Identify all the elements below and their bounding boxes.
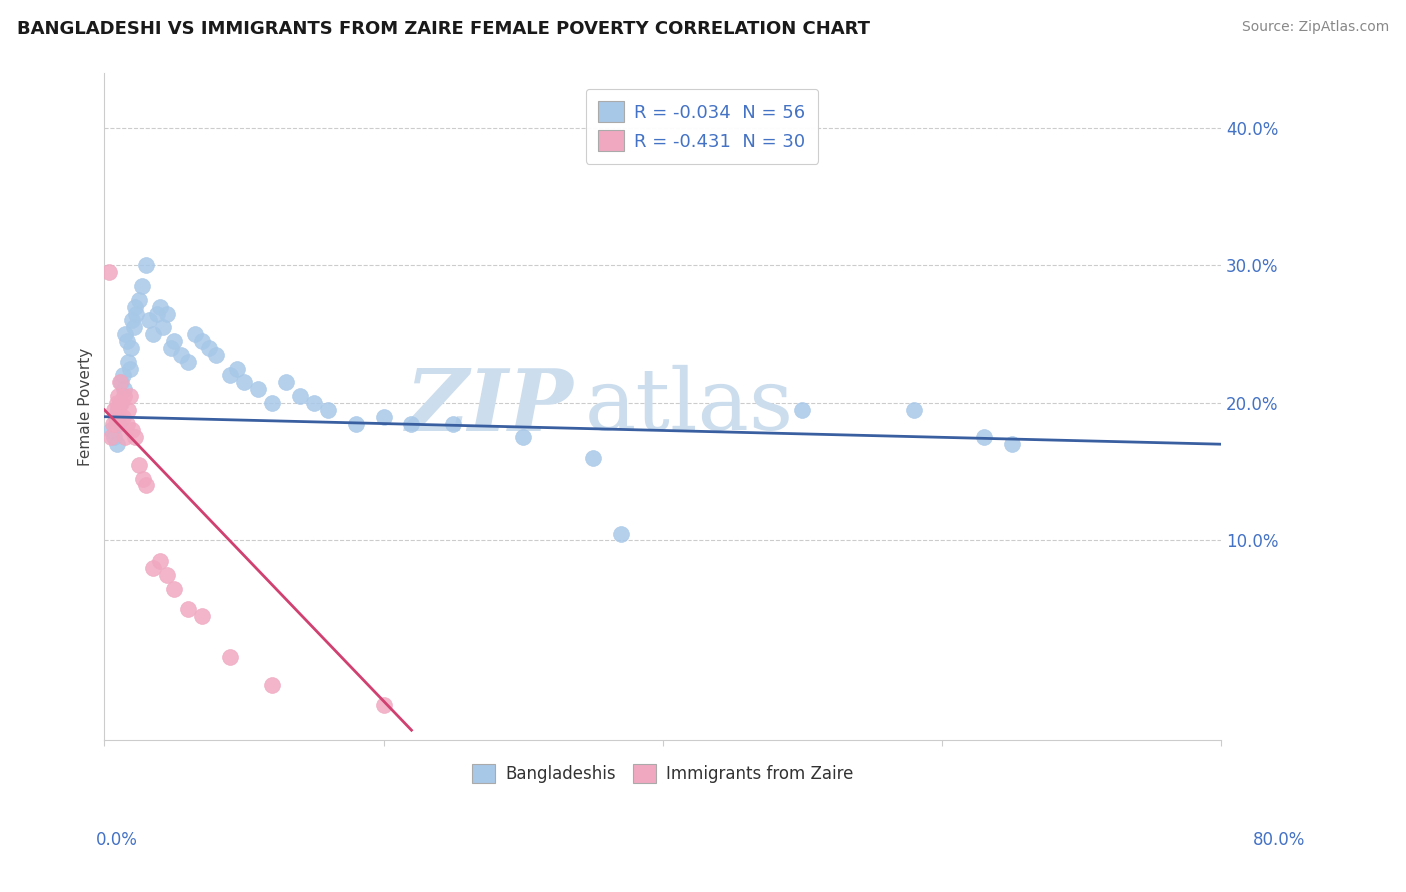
- Point: [115, 417, 138, 431]
- Point: [191, 609, 214, 624]
- Point: [163, 334, 186, 348]
- Point: [260, 396, 283, 410]
- Point: [107, 402, 129, 417]
- Point: [124, 430, 146, 444]
- Point: [97, 265, 120, 279]
- Point: [142, 561, 165, 575]
- Point: [149, 300, 172, 314]
- Point: [103, 402, 125, 417]
- Point: [184, 327, 207, 342]
- Point: [114, 430, 136, 444]
- Point: [163, 582, 186, 596]
- Point: [582, 450, 605, 465]
- Point: [177, 355, 200, 369]
- Point: [107, 402, 129, 417]
- Point: [146, 307, 169, 321]
- Text: atlas: atlas: [585, 365, 794, 448]
- Point: [105, 396, 128, 410]
- Point: [142, 327, 165, 342]
- Point: [233, 376, 256, 390]
- Text: BANGLADESHI VS IMMIGRANTS FROM ZAIRE FEMALE POVERTY CORRELATION CHART: BANGLADESHI VS IMMIGRANTS FROM ZAIRE FEM…: [17, 20, 870, 37]
- Point: [260, 678, 283, 692]
- Point: [132, 472, 155, 486]
- Point: [107, 389, 129, 403]
- Point: [122, 320, 145, 334]
- Point: [118, 361, 141, 376]
- Point: [104, 417, 127, 431]
- Point: [104, 409, 127, 424]
- Point: [373, 409, 395, 424]
- Point: [101, 417, 124, 431]
- Point: [117, 355, 139, 369]
- Point: [610, 526, 633, 541]
- Point: [170, 348, 193, 362]
- Point: [111, 409, 134, 424]
- Point: [156, 307, 179, 321]
- Point: [138, 313, 160, 327]
- Point: [903, 402, 925, 417]
- Point: [120, 341, 142, 355]
- Point: [274, 376, 297, 390]
- Point: [226, 361, 249, 376]
- Point: [108, 396, 131, 410]
- Point: [288, 389, 311, 403]
- Point: [115, 334, 138, 348]
- Point: [110, 396, 132, 410]
- Point: [373, 698, 395, 713]
- Point: [107, 417, 129, 431]
- Point: [100, 430, 122, 444]
- Point: [316, 402, 339, 417]
- Point: [114, 327, 136, 342]
- Point: [128, 293, 150, 307]
- Point: [219, 650, 242, 665]
- Text: ZIP: ZIP: [405, 365, 574, 448]
- Point: [110, 376, 132, 390]
- Text: 80.0%: 80.0%: [1253, 831, 1305, 849]
- Point: [152, 320, 174, 334]
- Point: [124, 300, 146, 314]
- Point: [131, 279, 153, 293]
- Point: [205, 348, 228, 362]
- Text: 0.0%: 0.0%: [96, 831, 138, 849]
- Legend: Bangladeshis, Immigrants from Zaire: Bangladeshis, Immigrants from Zaire: [460, 752, 865, 795]
- Point: [128, 458, 150, 472]
- Point: [160, 341, 183, 355]
- Point: [401, 417, 423, 431]
- Point: [512, 430, 534, 444]
- Point: [441, 417, 464, 431]
- Point: [149, 554, 172, 568]
- Point: [105, 437, 128, 451]
- Point: [198, 341, 221, 355]
- Point: [118, 389, 141, 403]
- Point: [112, 389, 135, 403]
- Point: [191, 334, 214, 348]
- Point: [156, 567, 179, 582]
- Point: [792, 402, 814, 417]
- Point: [125, 307, 148, 321]
- Point: [135, 478, 157, 492]
- Point: [103, 430, 125, 444]
- Point: [121, 424, 143, 438]
- Point: [246, 382, 269, 396]
- Point: [219, 368, 242, 383]
- Point: [302, 396, 325, 410]
- Point: [344, 417, 367, 431]
- Point: [117, 402, 139, 417]
- Point: [112, 382, 135, 396]
- Y-axis label: Female Poverty: Female Poverty: [79, 347, 93, 466]
- Point: [121, 313, 143, 327]
- Point: [111, 368, 134, 383]
- Point: [108, 376, 131, 390]
- Point: [973, 430, 995, 444]
- Point: [1001, 437, 1024, 451]
- Point: [135, 259, 157, 273]
- Point: [177, 602, 200, 616]
- Point: [100, 424, 122, 438]
- Text: Source: ZipAtlas.com: Source: ZipAtlas.com: [1241, 20, 1389, 34]
